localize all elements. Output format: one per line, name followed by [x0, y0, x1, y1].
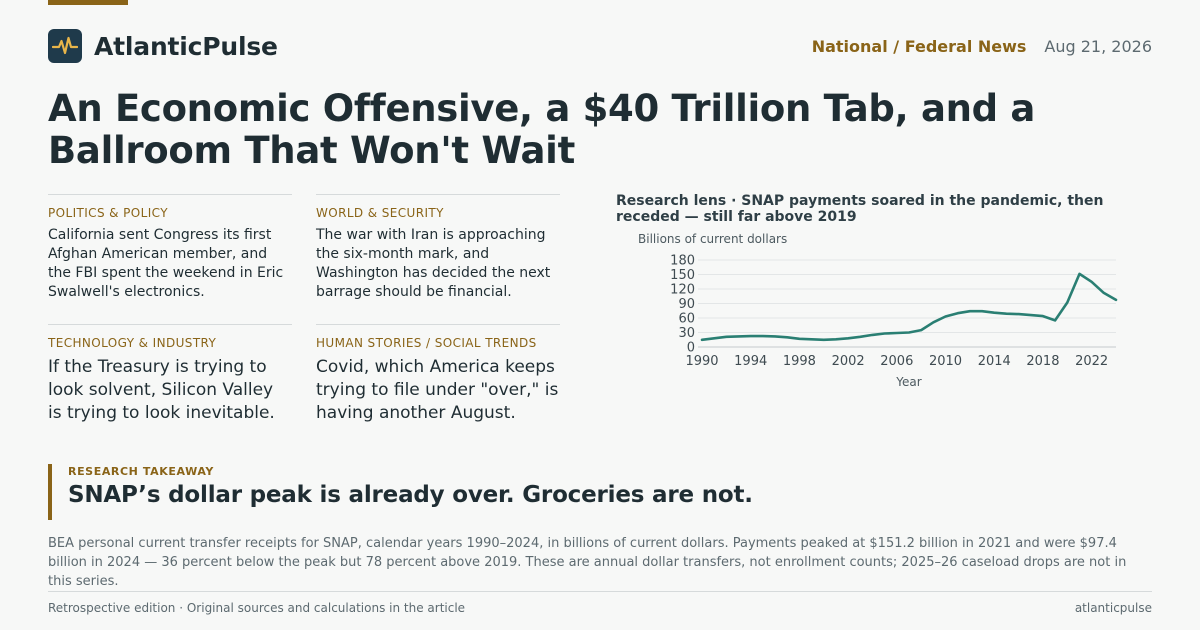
takeaway-text: SNAP’s dollar peak is already over. Groc…: [68, 482, 753, 508]
footer-edition-note: Retrospective edition · Original sources…: [48, 601, 466, 615]
y-tick-label: 150: [670, 268, 695, 283]
story-kicker: Politics & Policy: [48, 206, 168, 220]
y-tick-label: 60: [678, 312, 695, 327]
chart-title: Research lens · SNAP payments soared in …: [616, 193, 1104, 225]
y-tick-label: 0: [687, 341, 695, 356]
x-tick-label: 2010: [929, 354, 962, 369]
research-takeaway: Research takeaway SNAP’s dollar peak is …: [48, 464, 1152, 520]
section-link[interactable]: National / Federal News: [811, 36, 1027, 56]
brand-name: AtlanticPulse: [94, 31, 278, 61]
top-accent-rule: [48, 0, 128, 5]
x-tick-label: 2018: [1026, 354, 1059, 369]
x-tick-label: 2014: [978, 354, 1011, 369]
y-tick-label: 90: [678, 297, 695, 312]
header-meta: National / Federal News Aug 21, 2026: [812, 37, 1152, 56]
y-tick-label: 30: [678, 326, 695, 341]
y-tick-label: 180: [670, 254, 695, 269]
story-card-politics[interactable]: Politics & Policy California sent Congre…: [48, 194, 292, 302]
x-tick-label: 2022: [1075, 354, 1108, 369]
story-dek: California sent Congress its first Afgha…: [48, 227, 284, 300]
source-note: BEA personal current transfer receipts f…: [48, 536, 1127, 589]
story-card-technology[interactable]: Technology & Industry If the Treasury is…: [48, 324, 292, 425]
story-dek: If the Treasury is trying to look solven…: [48, 357, 275, 423]
publish-date: Aug 21, 2026: [1044, 36, 1152, 56]
x-tick-label: 1998: [783, 354, 816, 369]
snap-line-chart: Billions of current dollars 0306090120150…: [638, 232, 1118, 389]
footer: Retrospective edition · Original sources…: [48, 591, 1152, 615]
story-card-world[interactable]: World & Security The war with Iran is ap…: [316, 194, 560, 302]
y-tick-label: 120: [670, 283, 695, 298]
footer-site-link[interactable]: atlanticpulse: [1074, 601, 1152, 615]
headline[interactable]: An Economic Offensive, a $40 Trillion Ta…: [48, 87, 1036, 172]
x-tick-label: 1990: [685, 354, 718, 369]
x-tick-label: 2006: [880, 354, 913, 369]
takeaway-kicker: Research takeaway: [68, 465, 214, 478]
x-axis-label: Year: [895, 375, 921, 389]
story-kicker: Technology & Industry: [48, 336, 217, 350]
story-kicker: World & Security: [316, 206, 444, 220]
brand[interactable]: AtlanticPulse: [48, 29, 278, 63]
site-header: AtlanticPulse National / Federal News Au…: [48, 29, 1152, 63]
x-tick-label: 1994: [734, 354, 767, 369]
y-axis-label: Billions of current dollars: [638, 232, 787, 246]
x-tick-label: 2002: [832, 354, 865, 369]
story-kicker: Human Stories / Social Trends: [316, 336, 537, 350]
story-dek: The war with Iran is approaching the six…: [316, 227, 551, 300]
story-dek: Covid, which America keeps trying to fil…: [316, 357, 559, 423]
pulse-icon: [48, 29, 82, 63]
snap-series-line: [700, 272, 1118, 342]
story-card-human-stories[interactable]: Human Stories / Social Trends Covid, whi…: [316, 324, 560, 425]
